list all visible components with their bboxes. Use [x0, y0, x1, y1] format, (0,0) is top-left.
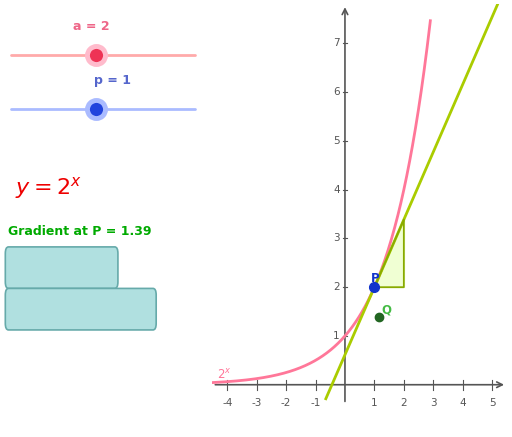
Text: 1: 1: [333, 331, 339, 341]
Text: p = 1: p = 1: [94, 74, 131, 87]
Text: 4: 4: [459, 399, 466, 408]
Text: $y = 2^x$: $y = 2^x$: [15, 175, 81, 201]
Text: Gradient at P = 1.39: Gradient at P = 1.39: [9, 225, 152, 238]
Text: 6: 6: [333, 87, 339, 97]
Text: -1: -1: [310, 399, 321, 408]
Text: Q: Q: [382, 304, 392, 316]
Text: -2: -2: [281, 399, 291, 408]
Text: $2^x$: $2^x$: [217, 368, 231, 382]
FancyBboxPatch shape: [5, 288, 156, 330]
Text: a = 2: a = 2: [73, 20, 110, 33]
Text: -3: -3: [251, 399, 262, 408]
FancyBboxPatch shape: [5, 247, 118, 288]
Text: 7: 7: [333, 38, 339, 49]
Text: P: P: [371, 272, 379, 285]
Text: trace Q: trace Q: [38, 261, 85, 274]
Text: 5: 5: [489, 399, 496, 408]
Text: 3: 3: [333, 233, 339, 243]
Text: 4: 4: [333, 185, 339, 194]
Text: 2: 2: [400, 399, 407, 408]
Text: 1: 1: [371, 399, 378, 408]
Polygon shape: [374, 220, 404, 287]
Text: don't trace Q: don't trace Q: [39, 302, 122, 316]
Text: -4: -4: [222, 399, 232, 408]
Text: 3: 3: [430, 399, 437, 408]
Text: 5: 5: [333, 136, 339, 146]
Text: 2: 2: [333, 282, 339, 292]
